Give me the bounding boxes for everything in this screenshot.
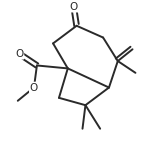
Text: O: O	[30, 82, 38, 93]
Text: O: O	[70, 2, 78, 12]
Text: O: O	[15, 49, 23, 59]
